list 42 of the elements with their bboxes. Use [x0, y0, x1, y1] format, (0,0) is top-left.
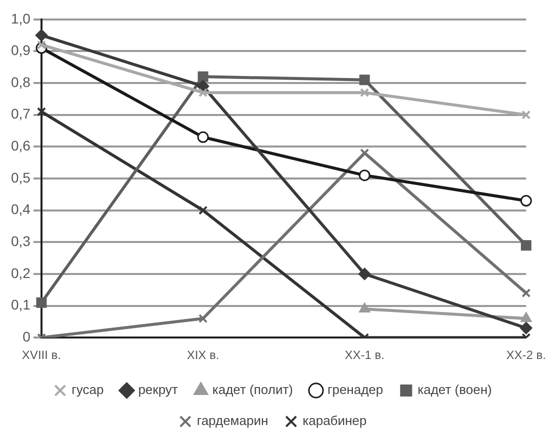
legend-label: рекрут — [138, 382, 178, 398]
y-tick-label: 1,0 — [10, 10, 31, 26]
point — [359, 74, 370, 86]
x-tick-label: XX-1 в. — [344, 348, 384, 362]
point — [35, 29, 48, 42]
point — [520, 322, 532, 334]
y-tick-label: 0,2 — [10, 264, 31, 281]
point — [198, 206, 208, 215]
point — [197, 131, 209, 143]
point — [520, 240, 532, 251]
point — [358, 170, 370, 182]
legend-label: гардемарин — [196, 413, 268, 428]
point — [360, 148, 370, 158]
legend-label: кадет (полит) — [212, 382, 293, 398]
legend-label: карабинер — [302, 413, 367, 428]
legend-label: гренадер — [327, 382, 384, 398]
point — [520, 195, 532, 207]
point — [358, 268, 371, 280]
x-tick-label: XVIII в. — [22, 348, 61, 362]
y-tick-label: 0,5 — [10, 169, 31, 186]
y-tick-label: 0,3 — [10, 233, 31, 249]
legend-label: гусар — [72, 382, 104, 398]
legend-label: кадет (воен) — [418, 382, 492, 398]
point — [522, 110, 531, 120]
y-tick-label: 0,9 — [10, 42, 31, 58]
point — [198, 314, 208, 324]
point — [360, 88, 370, 98]
y-tick-label: 0,7 — [10, 106, 31, 122]
point — [198, 88, 208, 98]
point — [197, 80, 210, 92]
point — [198, 71, 208, 82]
x-tick-label: XIX в. — [186, 348, 220, 362]
point — [522, 288, 531, 298]
point — [36, 40, 46, 50]
point — [36, 107, 46, 116]
y-tick-label: 0,8 — [10, 74, 31, 90]
y-tick-label: 0,4 — [10, 201, 31, 218]
y-tick-label: 0,1 — [10, 296, 31, 313]
point — [36, 297, 47, 308]
y-tick-label: 0,6 — [10, 138, 31, 154]
x-tick-label: XX-2 в. — [506, 348, 546, 362]
y-tick-label: 0 — [22, 328, 31, 344]
